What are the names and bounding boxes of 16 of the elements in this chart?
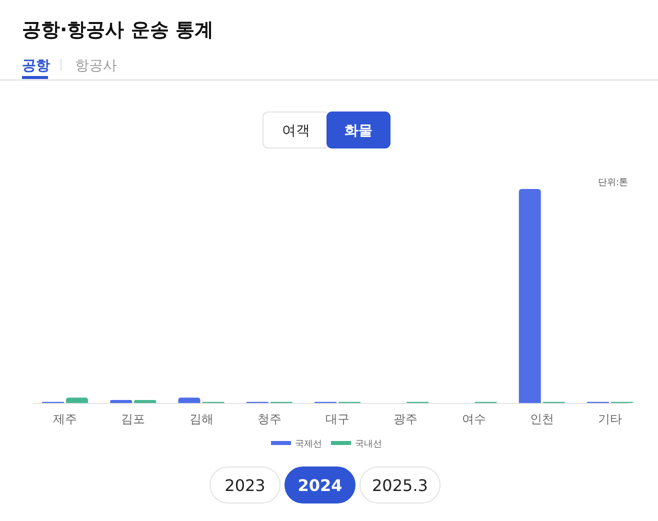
x-tick-label: 여수 xyxy=(462,412,486,426)
x-tick-label: 대구 xyxy=(326,412,350,426)
legend-label: 국제선 xyxy=(295,440,322,450)
x-tick-label: 광주 xyxy=(394,412,418,426)
x-tick-label: 인천 xyxy=(530,412,554,426)
title: 공항·항공사 운송 통계 xyxy=(22,19,214,41)
tabs: 공항 항공사 xyxy=(22,58,117,79)
x-tick-label: 기타 xyxy=(598,412,622,426)
text: 단위:톤 xyxy=(598,178,628,188)
x-tick-label: 김포 xyxy=(121,412,146,426)
legend-label: 국내선 xyxy=(355,440,382,450)
year-buttons: 2023 2024 2025.3 xyxy=(210,466,440,504)
x-tick-label: 김해 xyxy=(189,412,214,426)
x-tick-label: 청주 xyxy=(257,412,282,426)
toggle-buttons: 여객 화물 xyxy=(262,112,390,148)
x-tick-label: 제주 xyxy=(53,412,77,426)
